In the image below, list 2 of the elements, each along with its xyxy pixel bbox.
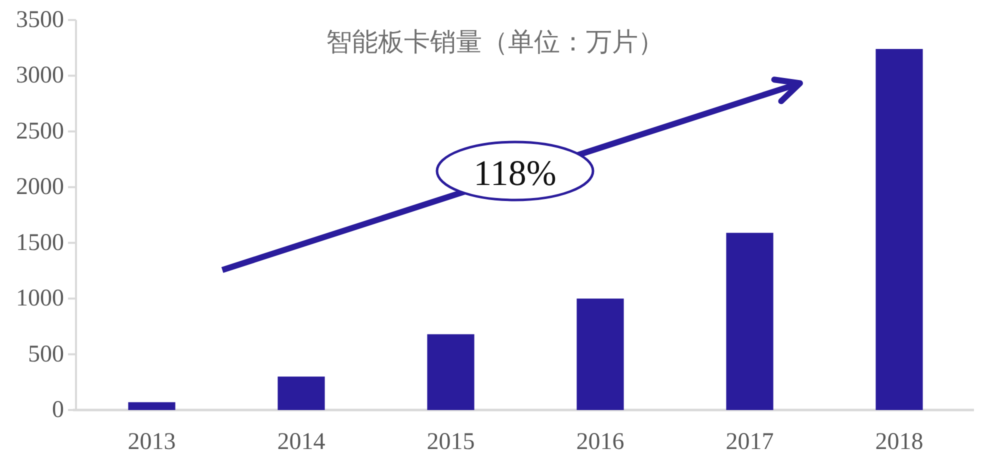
title: 智能板卡销量（单位：万片） [326,28,664,56]
annotation: 118% [474,153,556,193]
